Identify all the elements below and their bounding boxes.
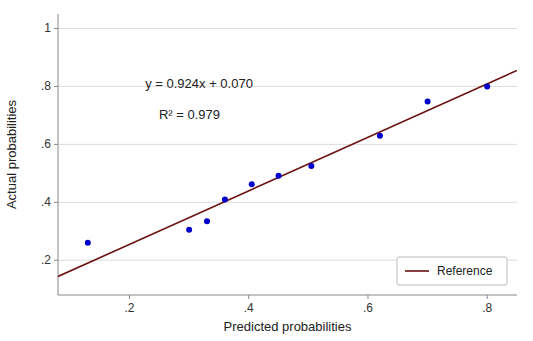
scatter-point [85, 240, 91, 246]
tick-mark [54, 28, 58, 29]
legend-swatch [405, 270, 429, 272]
tick-label: .8 [482, 301, 492, 315]
tick-label: .8 [41, 79, 51, 93]
x-axis-line [58, 295, 517, 296]
tick-mark [248, 295, 249, 299]
tick-label: 1 [44, 21, 51, 35]
reference-line [58, 70, 517, 276]
tick-mark [54, 86, 58, 87]
tick-label: .2 [41, 253, 51, 267]
scatter-point [276, 173, 282, 179]
annotation: y = 0.924x + 0.070 [145, 76, 253, 91]
scatter-point [222, 196, 228, 202]
plot-area [58, 70, 517, 276]
tick-mark [54, 202, 58, 203]
scatter-point [308, 163, 314, 169]
chart: .2 .4 .6 .8 1 .2 .4 .6 .8 y = 0.924x + 0.070 R² = … [0, 0, 533, 341]
tick-label: .4 [244, 301, 254, 315]
tick-mark [367, 295, 368, 299]
scatter-point [484, 83, 490, 89]
grid-line [58, 202, 517, 203]
annotation: R² = 0.979 [159, 107, 220, 122]
scatter-point [186, 227, 192, 233]
grid-line [58, 144, 517, 145]
tick-mark [129, 295, 130, 299]
tick-mark [487, 295, 488, 299]
tick-label: .4 [41, 195, 51, 209]
legend-label: Reference [437, 264, 493, 278]
tick-mark [54, 144, 58, 145]
tick-label: .2 [125, 301, 135, 315]
scatter-point [425, 98, 431, 104]
grid-line [58, 28, 517, 29]
x-axis-label: Predicted probabilities [224, 319, 352, 334]
scatter-point [377, 133, 383, 139]
legend: Reference [397, 257, 507, 285]
y-axis-label: Actual probabilities [4, 99, 19, 209]
scatter-point [204, 218, 210, 224]
grid-line [58, 86, 517, 87]
legend-box [397, 257, 507, 285]
scatter-point [249, 181, 255, 187]
background [0, 0, 533, 341]
tick-label: .6 [41, 137, 51, 151]
tick-label: .6 [363, 301, 373, 315]
y-axis-line [58, 14, 59, 295]
tick-mark [54, 260, 58, 261]
